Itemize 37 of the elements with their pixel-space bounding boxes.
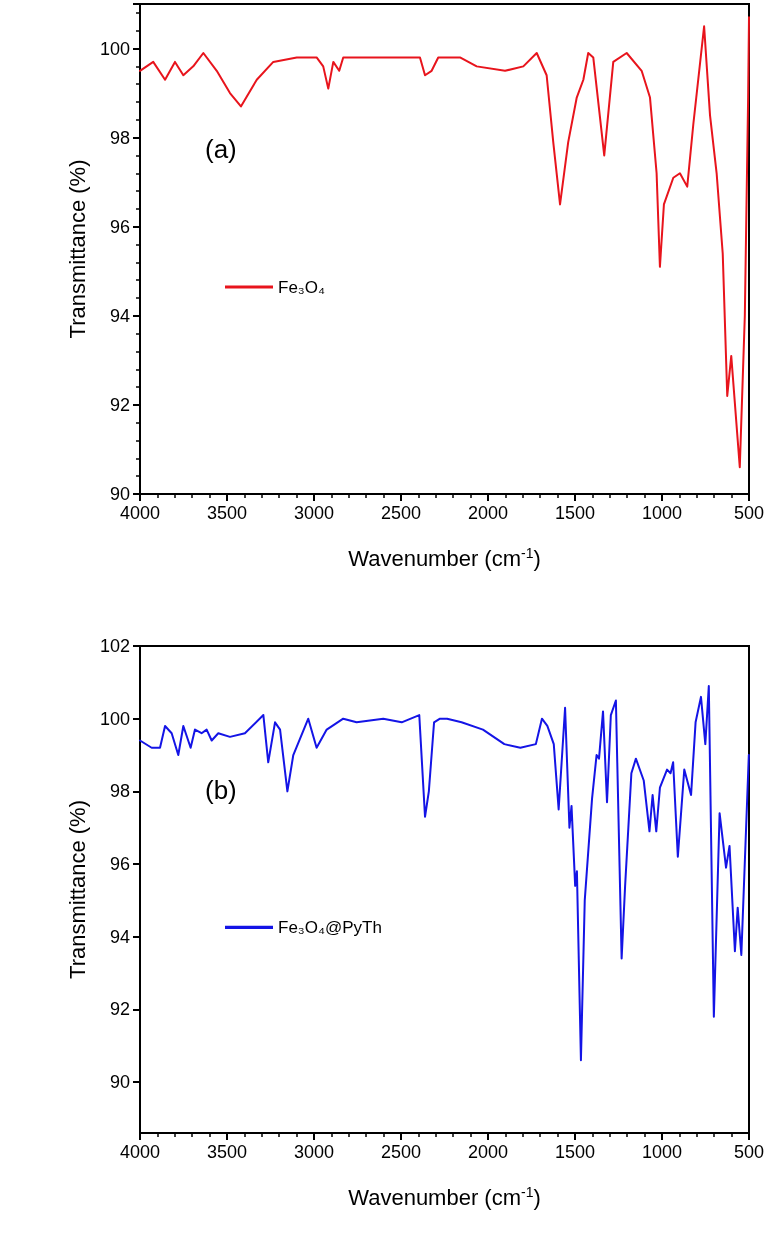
legend-label: Fe₃O₄ [278,277,325,297]
y-tick-label: 90 [109,484,130,504]
x-tick-label: 2000 [467,1142,509,1162]
annotation: (b) [205,775,237,806]
y-tick-label: 98 [109,127,130,148]
x-tick-label: 500 [733,1142,765,1162]
y-tick-label: 94 [109,926,130,947]
x-tick-label: 1500 [554,1142,596,1162]
y-tick-label: 92 [109,394,130,415]
annotation: (a) [205,134,237,165]
x-tick-label: 3500 [206,1142,248,1162]
x-tick-label: 1000 [641,1142,683,1162]
y-tick-label: 96 [109,854,130,875]
line-series [139,16,750,469]
legend-label: Fe₃O₄@PyTh [278,917,382,937]
y-tick-label: 100 [99,708,130,729]
y-tick-label: 90 [109,1072,130,1093]
x-tick-label: 1000 [641,503,683,523]
x-tick-label: 2500 [380,1142,422,1162]
x-tick-label: 2500 [380,503,422,523]
x-tick-label: 500 [733,503,765,523]
x-tick-label: 2000 [467,503,509,523]
x-tick-label: 3000 [293,1142,335,1162]
y-tick-label: 92 [109,999,130,1020]
x-tick-label: 3500 [206,503,248,523]
line-series [139,684,750,1062]
y-tick-label: 98 [109,781,130,802]
y-tick-label: 100 [99,38,130,59]
y-tick-label: 102 [99,636,130,656]
y-tick-label: 96 [109,216,130,237]
x-tick-label: 1500 [554,503,596,523]
y-axis-title: Transmittance (%) [64,800,90,979]
x-tick-label: 4000 [119,1142,161,1162]
x-tick-label: 3000 [293,503,335,523]
y-tick-label: 94 [109,305,130,326]
x-tick-label: 4000 [119,503,161,523]
y-axis-title: Transmittance (%) [64,159,90,339]
